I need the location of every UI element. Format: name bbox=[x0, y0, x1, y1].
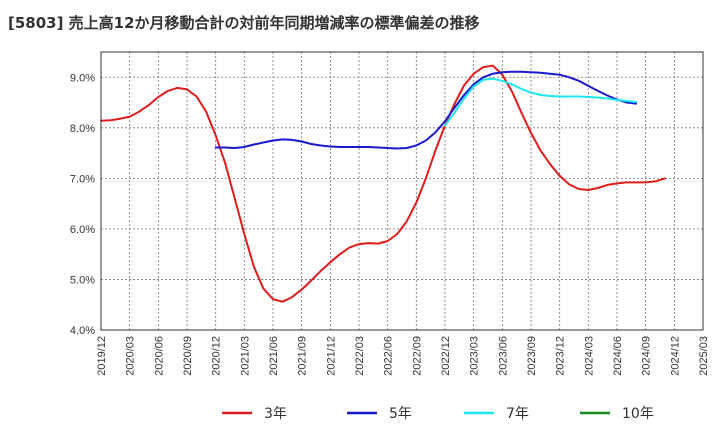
y-tick-label: 6.0% bbox=[70, 224, 95, 236]
x-tick-label: 2022/03 bbox=[354, 336, 366, 376]
x-tick-label: 2024/09 bbox=[641, 336, 653, 376]
y-tick-label: 7.0% bbox=[70, 173, 95, 185]
y-axis-ticks: 4.0% 5.0% 6.0% 7.0% 8.0% 9.0% bbox=[70, 72, 95, 337]
y-tick-label: 5.0% bbox=[70, 274, 95, 286]
x-tick-label: 2023/06 bbox=[497, 336, 509, 376]
x-tick-label: 2022/06 bbox=[383, 336, 395, 376]
x-axis-ticks: 2019/12 2020/03 2020/06 2020/09 2020/12 2021/… bbox=[96, 336, 710, 376]
x-tick-label: 2024/06 bbox=[612, 336, 624, 376]
series-line-3 bbox=[444, 77, 638, 127]
legend-label: 3年 bbox=[264, 406, 287, 422]
x-tick-label: 2021/09 bbox=[297, 336, 309, 376]
x-tick-label: 2020/06 bbox=[153, 336, 165, 376]
series-lines bbox=[100, 64, 666, 303]
legend-label: 7年 bbox=[506, 406, 529, 422]
series-line-2 bbox=[214, 70, 638, 150]
x-tick-label: 2021/12 bbox=[325, 336, 337, 376]
legend: 3年 5年 7年 10年 bbox=[222, 406, 654, 422]
plot-frame bbox=[100, 51, 704, 331]
x-tick-label: 2025/03 bbox=[698, 336, 710, 376]
legend-item: 5年 bbox=[347, 406, 412, 422]
legend-label: 10年 bbox=[622, 406, 654, 422]
x-tick-label: 2024/12 bbox=[669, 336, 681, 376]
x-tick-label: 2020/03 bbox=[125, 336, 137, 376]
x-tick-label: 2023/03 bbox=[469, 336, 481, 376]
legend-item: 7年 bbox=[464, 406, 529, 422]
legend-label: 5年 bbox=[389, 406, 412, 422]
y-tick-label: 8.0% bbox=[70, 123, 95, 135]
x-tick-label: 2024/03 bbox=[583, 336, 595, 376]
x-tick-label: 2020/09 bbox=[182, 336, 194, 376]
series-line-1 bbox=[100, 64, 666, 303]
y-tick-label: 4.0% bbox=[70, 325, 95, 337]
x-tick-label: 2022/12 bbox=[440, 336, 452, 376]
x-tick-label: 2021/06 bbox=[268, 336, 280, 376]
chart-title: [5803] 売上高12か月移動合計の対前年同期増減率の標準偏差の推移 bbox=[8, 14, 480, 32]
x-tick-label: 2023/12 bbox=[555, 336, 567, 376]
x-tick-label: 2019/12 bbox=[96, 336, 108, 376]
x-tick-label: 2021/03 bbox=[239, 336, 251, 376]
legend-item: 10年 bbox=[580, 406, 654, 422]
x-tick-label: 2020/12 bbox=[211, 336, 223, 376]
x-tick-label: 2023/09 bbox=[526, 336, 538, 376]
x-tick-label: 2022/09 bbox=[411, 336, 423, 376]
legend-item: 3年 bbox=[222, 406, 287, 422]
y-tick-label: 9.0% bbox=[70, 72, 95, 84]
